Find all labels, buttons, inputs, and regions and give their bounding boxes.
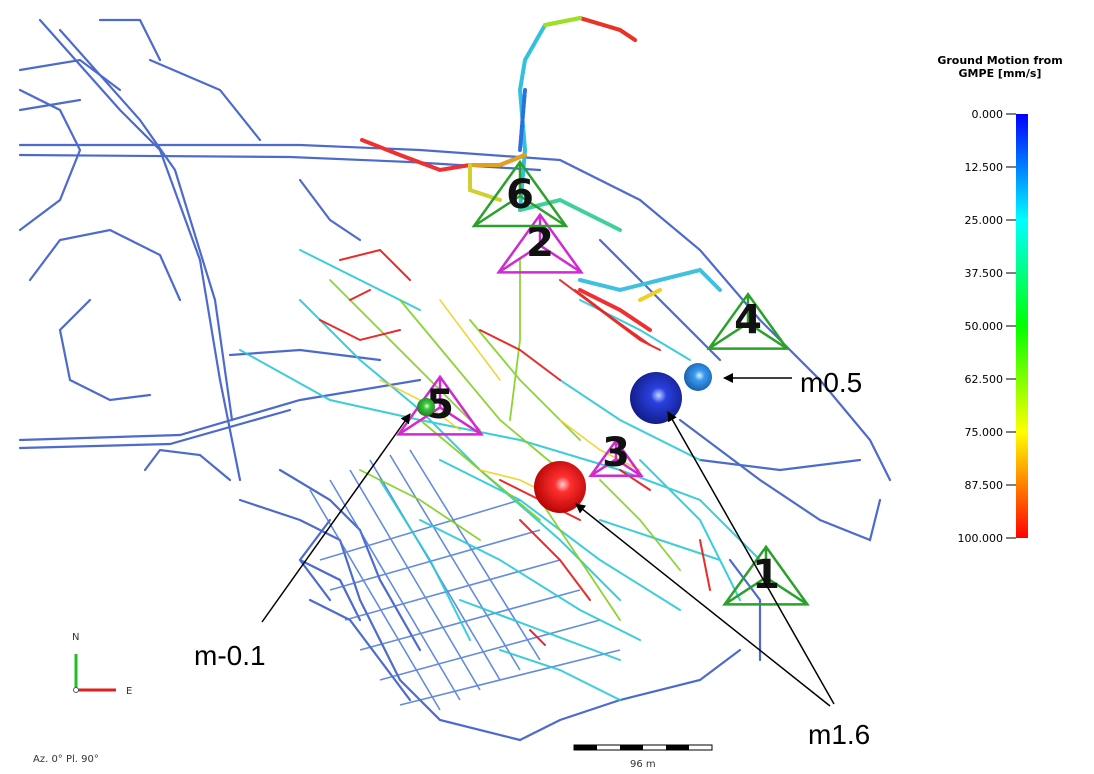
event-sphere-m1.6-red [534, 461, 586, 513]
colorbar: Ground Motion from GMPE [mm/s] 0.000 12.5… [937, 54, 1062, 545]
station-label-2: 2 [526, 220, 554, 266]
colorbar-tick-label: 100.000 [958, 532, 1004, 545]
colorbar-tick-label: 25.000 [965, 214, 1004, 227]
label-m1.6: m1.6 [808, 719, 870, 750]
colorbar-tick-label: 37.500 [965, 267, 1004, 280]
event-spheres [417, 363, 712, 513]
colorbar-gradient [1016, 114, 1028, 538]
event-sphere-m1.6-blue [630, 372, 682, 424]
station-marker-6: 6 [471, 159, 569, 228]
label-m0.5: m0.5 [800, 367, 862, 398]
station-label-1: 1 [752, 552, 780, 598]
north-drift [360, 15, 722, 332]
tunnel-grid-blue [309, 449, 621, 711]
station-marker-3: 3 [588, 430, 644, 478]
scale-bar-label: 96 m [630, 759, 656, 770]
station-label-4: 4 [734, 297, 762, 343]
event-sphere-m0.5 [684, 363, 712, 391]
colorbar-tick-label: 50.000 [965, 320, 1004, 333]
annotation-arrows [261, 373, 835, 707]
arrow-m1.6-red [575, 503, 831, 707]
tunnel-network-green [329, 259, 681, 621]
view-orientation: Az. 0° Pl. 90° [33, 754, 99, 765]
station-marker-5: 5 [396, 374, 484, 436]
event-sphere-m-0.1 [417, 398, 435, 416]
colorbar-tick-label: 0.000 [972, 108, 1004, 121]
station-label-3: 3 [602, 430, 630, 476]
station-marker-1: 1 [722, 544, 810, 606]
arrow-m-0.1 [261, 413, 411, 623]
colorbar-tick-label: 87.500 [965, 479, 1004, 492]
scale-bar: 96 m [573, 744, 713, 770]
station-label-6: 6 [506, 172, 534, 218]
station-markers: 1 2 3 4 5 6 [396, 159, 810, 606]
tunnel-network-yellow [379, 299, 641, 501]
colorbar-tick-label: 12.500 [965, 161, 1004, 174]
station-marker-2: 2 [496, 212, 584, 274]
compass: N E [72, 632, 132, 697]
colorbar-title-line1: Ground Motion from [937, 54, 1062, 67]
colorbar-tick-label: 75.000 [965, 426, 1004, 439]
compass-east: E [126, 686, 132, 697]
colorbar-ticks: 0.000 12.500 25.000 37.500 50.000 62.500 75.00… [958, 108, 1016, 545]
arrow-m1.6-blue [667, 411, 835, 705]
tunnel-network-blue [18, 18, 892, 742]
colorbar-tick-label: 62.500 [965, 373, 1004, 386]
station-marker-4: 4 [706, 292, 790, 350]
colorbar-title-line2: GMPE [mm/s] [959, 67, 1042, 80]
tunnel-network-red [319, 248, 711, 646]
compass-north: N [72, 632, 79, 643]
label-m-0.1: m-0.1 [194, 640, 266, 671]
